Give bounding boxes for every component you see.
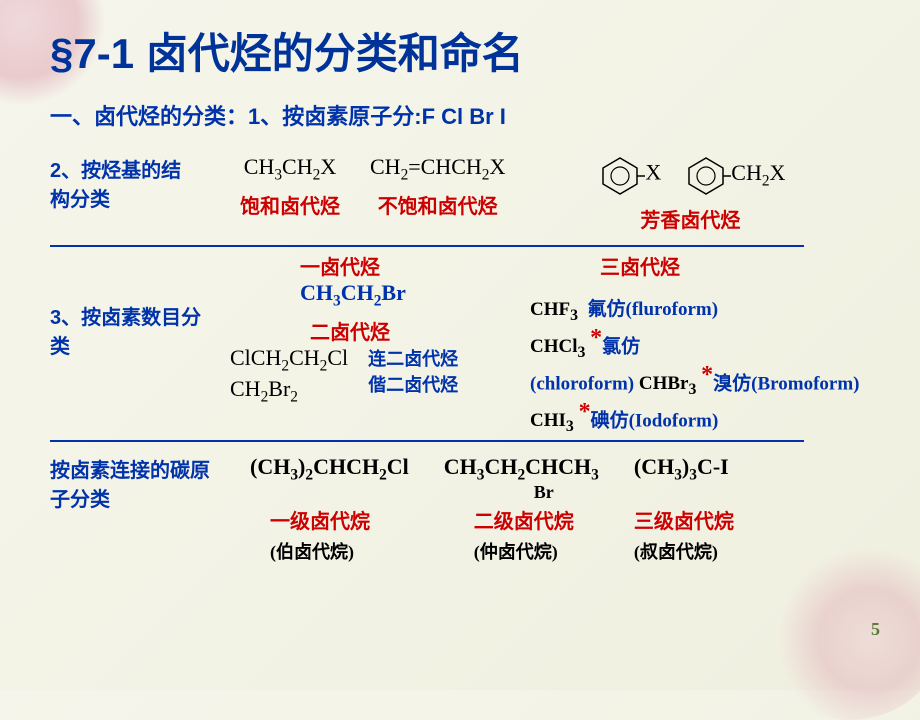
formula-ch3ch2x: CH3CH2X [244,154,336,184]
section3-mono-di: 一卤代烃 CH3CH2Br 二卤代烃 ClCH2CH2Cl CH2Br2 连二卤… [210,251,530,406]
section3-label: 3、按卤素数目分类 [50,301,210,359]
tertiary-formula: (CH3)3C-I [634,454,729,484]
fluoroform: CHF3 氟仿(fluroform) [530,294,870,325]
tertiary-alt: (叔卤代烷) [634,538,718,564]
section2-label: 2、按烃基的结构分类 [50,154,200,212]
classification-heading: 一、卤代烃的分类：1、按卤素原子分:F Cl Br I [50,99,870,131]
section-by-carbon-type: 按卤素连接的碳原子分类 (CH3)2CHCH2Cl 一级卤代烷 (伯卤代烷) C… [50,446,870,571]
aromatic-halide: X CH2X 芳香卤代烃 [595,154,785,233]
vicinal-di: 连二卤代烃 [368,345,458,371]
star-icon: * [579,399,591,425]
section4-label: 按卤素连接的碳原子分类 [50,454,210,512]
tertiary-name: 三级卤代烷 [634,505,734,534]
iodoform: CHI3 *碘仿(Iodoform) [530,399,870,436]
slide-title: §7-1 卤代烃的分类和命名 [50,20,870,81]
primary-halide: (CH3)2CHCH2Cl 一级卤代烷 (伯卤代烷) [250,454,409,563]
di-formulas: ClCH2CH2Cl CH2Br2 [230,345,348,406]
secondary-name: 二级卤代烷 [474,505,574,534]
label-aromatic: 芳香卤代烃 [640,204,740,233]
benzene-substituent-x: X [645,160,661,185]
tri-halide-title: 三卤代烃 [600,251,870,280]
formula-clch2ch2cl: ClCH2CH2Cl [230,345,348,375]
star-icon: * [701,362,713,388]
divider-2 [50,440,804,442]
slide-container: §7-1 卤代烃的分类和命名 一、卤代烃的分类：1、按卤素原子分:F Cl Br… [0,0,920,592]
formula-ch2br2: CH2Br2 [230,376,348,406]
section-by-halogen-count: 3、按卤素数目分类 一卤代烃 CH3CH2Br 二卤代烃 ClCH2CH2Cl … [50,251,870,436]
bromoform: (chloroform) CHBr3 *溴仿(Bromoform) [530,362,870,399]
primary-alt: (伯卤代烷) [270,538,354,564]
secondary-br-substituent: Br [534,482,554,503]
geminal-di: 偕二卤代烃 [368,371,458,397]
section4-content: (CH3)2CHCH2Cl 一级卤代烷 (伯卤代烷) CH3CH2CHCH3 B… [250,454,734,563]
chloroform: CHCl3 *氯仿 [530,325,870,362]
primary-formula: (CH3)2CHCH2Cl [250,454,409,484]
section-by-group-structure: 2、按烃基的结构分类 CH3CH2X 饱和卤代烃 CH2=CHCH2X 不饱和卤… [50,146,870,241]
primary-name: 一级卤代烷 [270,505,370,534]
benzene-substituent-ch2x: CH2X [731,160,785,185]
mono-halide-title: 一卤代烃 [300,251,530,280]
formula-ch2chch2x: CH2=CHCH2X [370,154,505,184]
section3-label-col: 3、按卤素数目分类 [50,251,210,359]
saturated-halide: CH3CH2X 饱和卤代烃 [240,154,340,233]
tertiary-halide: (CH3)3C-I 三级卤代烷 (叔卤代烷) [634,454,734,563]
halogen-list: F Cl Br I [422,104,506,129]
label-unsaturated: 不饱和卤代烃 [378,190,498,219]
unsaturated-halide: CH2=CHCH2X 不饱和卤代烃 [370,154,505,233]
section3-tri: 三卤代烃 CHF3 氟仿(fluroform) CHCl3 *氯仿 (chlor… [530,251,870,436]
label-saturated: 饱和卤代烃 [240,190,340,219]
section2-content: CH3CH2X 饱和卤代烃 CH2=CHCH2X 不饱和卤代烃 X CH2X 芳… [200,154,870,233]
mono-halide-formula: CH3CH2Br [300,280,530,310]
subtitle-lead: 一、卤代烃的分类：1、按卤素原子分: [50,104,422,129]
benzene-x: X [595,154,661,198]
di-halide-title: 二卤代烃 [310,316,530,345]
di-descriptions: 连二卤代烃 偕二卤代烃 [368,345,458,406]
divider-1 [50,245,804,247]
secondary-halide: CH3CH2CHCH3 Br 二级卤代烷 (仲卤代烷) [444,454,599,563]
secondary-formula: CH3CH2CHCH3 Br [444,454,599,484]
secondary-alt: (仲卤代烷) [474,538,558,564]
star-icon: * [590,325,602,351]
benzene-ch2x: CH2X [681,154,785,198]
page-number: 5 [871,619,880,640]
